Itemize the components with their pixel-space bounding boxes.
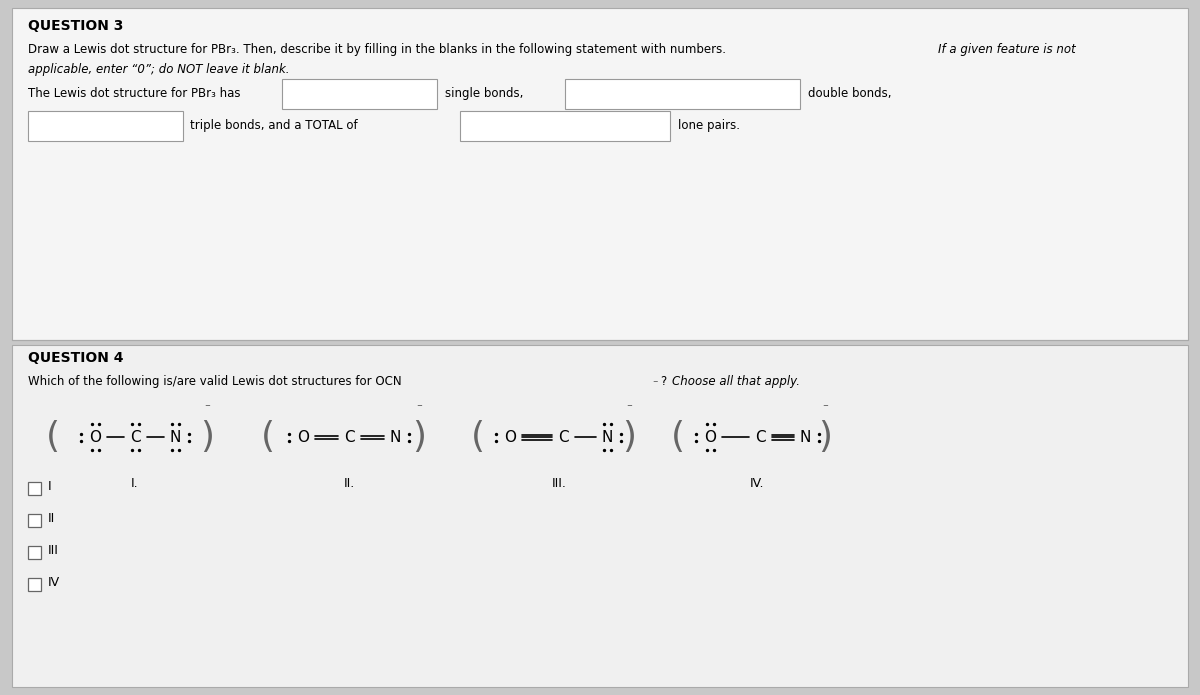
- Text: O: O: [89, 430, 101, 445]
- Text: (: (: [46, 420, 60, 454]
- Text: C: C: [558, 430, 569, 445]
- Text: applicable, enter “0”; do NOT leave it blank.: applicable, enter “0”; do NOT leave it b…: [28, 63, 289, 76]
- Text: Draw a Lewis dot structure for PBr₃. Then, describe it by filling in the blanks : Draw a Lewis dot structure for PBr₃. The…: [28, 43, 726, 56]
- Text: ⁻: ⁻: [626, 403, 632, 413]
- Text: I.: I.: [131, 477, 139, 490]
- Text: ): ): [412, 420, 426, 454]
- Bar: [28, 111, 182, 141]
- Bar: [28, 546, 41, 559]
- Text: triple bonds, and a TOTAL of: triple bonds, and a TOTAL of: [190, 119, 358, 132]
- Text: II: II: [48, 512, 55, 525]
- Text: N: N: [169, 430, 181, 445]
- Text: ⁻: ⁻: [204, 403, 210, 413]
- Text: The Lewis dot structure for PBr₃ has: The Lewis dot structure for PBr₃ has: [28, 87, 240, 100]
- Text: II.: II.: [343, 477, 355, 490]
- Text: O: O: [298, 430, 310, 445]
- Bar: [565, 79, 800, 109]
- Bar: [12, 8, 1188, 340]
- Text: Choose all that apply.: Choose all that apply.: [672, 375, 800, 388]
- Text: N: N: [389, 430, 401, 445]
- Text: III.: III.: [552, 477, 566, 490]
- Bar: [460, 111, 670, 141]
- Text: O: O: [504, 430, 516, 445]
- Bar: [282, 79, 437, 109]
- Text: ): ): [200, 420, 214, 454]
- Text: single bonds,: single bonds,: [445, 87, 523, 100]
- Text: C: C: [343, 430, 354, 445]
- Text: lone pairs.: lone pairs.: [678, 119, 740, 132]
- Text: N: N: [601, 430, 613, 445]
- Text: (: (: [470, 420, 485, 454]
- Text: If a given feature is not: If a given feature is not: [938, 43, 1075, 56]
- Text: C: C: [755, 430, 766, 445]
- Text: (: (: [260, 420, 275, 454]
- Text: double bonds,: double bonds,: [808, 87, 892, 100]
- Text: ?: ?: [660, 375, 666, 388]
- Bar: [28, 578, 41, 591]
- Text: N: N: [799, 430, 811, 445]
- Text: (: (: [671, 420, 685, 454]
- Text: ⁻: ⁻: [416, 403, 422, 413]
- Text: QUESTION 3: QUESTION 3: [28, 19, 124, 33]
- Text: I: I: [48, 480, 52, 493]
- Bar: [12, 345, 1188, 687]
- Text: ): ): [818, 420, 832, 454]
- Text: ): ): [622, 420, 636, 454]
- Text: IV: IV: [48, 576, 60, 589]
- Bar: [28, 514, 41, 527]
- Bar: [28, 482, 41, 495]
- Text: IV.: IV.: [750, 477, 764, 490]
- Text: Which of the following is/are valid Lewis dot structures for OCN: Which of the following is/are valid Lewi…: [28, 375, 402, 388]
- Text: C: C: [130, 430, 140, 445]
- Text: ⁻: ⁻: [652, 379, 658, 389]
- Text: QUESTION 4: QUESTION 4: [28, 351, 124, 365]
- Text: O: O: [704, 430, 716, 445]
- Text: ⁻: ⁻: [822, 403, 828, 413]
- Text: III: III: [48, 544, 59, 557]
